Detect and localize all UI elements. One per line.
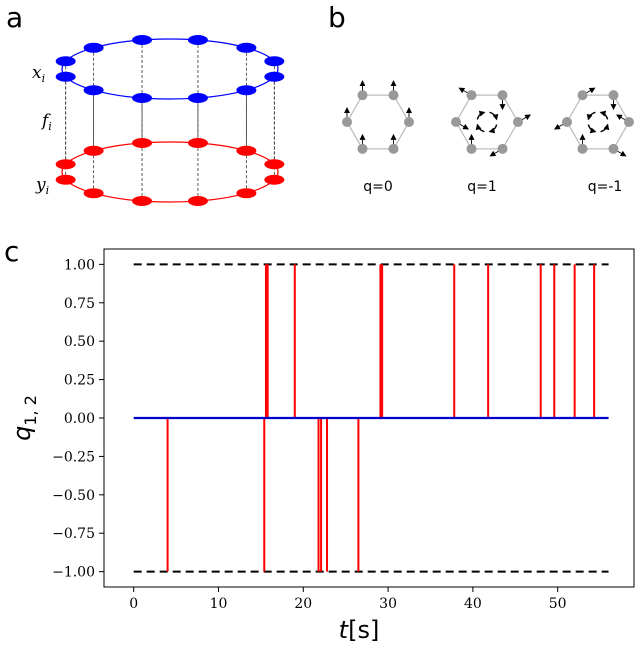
circulation-arc [599, 110, 609, 120]
y-tick-label: 0.75 [64, 296, 95, 312]
x-tick-label: 40 [464, 596, 482, 612]
panel-b-hexagon-diagrams: q=0 q=1 q=-1 [342, 80, 634, 195]
circulation-arc [489, 111, 499, 121]
hexagon-node [577, 90, 588, 101]
x-tick-label: 50 [549, 596, 567, 612]
bottom-node [236, 145, 257, 156]
x-tick-label: 30 [379, 596, 397, 612]
panel-a-ring-diagram: xi fi yi [32, 35, 285, 206]
top-node [132, 35, 153, 46]
bottom-node [55, 174, 76, 185]
top-node [264, 71, 285, 82]
y-tick-label: 0.00 [64, 411, 95, 427]
top-node [187, 35, 208, 46]
hexagon-label: q=0 [363, 179, 393, 195]
top-node [83, 42, 104, 53]
top-node [264, 56, 285, 67]
panel-label-c: c [4, 235, 20, 268]
top-node [55, 56, 76, 67]
circulation-arc [488, 124, 498, 134]
hexagon-node [608, 143, 619, 154]
y-tick-label: −0.75 [52, 526, 95, 542]
bottom-node [55, 159, 76, 170]
circulation-arc [586, 111, 596, 121]
bottom-ring [61, 141, 279, 203]
top-node [132, 92, 153, 103]
circulation-arc [475, 123, 485, 133]
hexagon-node [357, 90, 368, 101]
bottom-node [236, 188, 257, 199]
top-node [236, 85, 257, 96]
bottom-node [264, 174, 285, 185]
x-tick-label: 20 [294, 596, 312, 612]
x-tick-label: 0 [129, 596, 138, 612]
top-node [83, 85, 104, 96]
bottom-node [132, 138, 153, 149]
x-axis-label: t[s] [339, 616, 380, 644]
y-tick-label: 0.50 [64, 334, 95, 350]
y-tick-label: −0.25 [52, 449, 95, 465]
hexagon-node [451, 117, 461, 127]
bottom-node [264, 159, 285, 170]
circulation-arc [476, 110, 486, 120]
bottom-node [83, 145, 104, 156]
hexagon-outline [455, 94, 519, 150]
top-node [55, 71, 76, 82]
top-node [236, 42, 257, 53]
hexagon-node [497, 143, 508, 154]
bottom-node [187, 138, 208, 149]
circulation-arc [587, 124, 597, 134]
y-tick-label: 0.25 [64, 373, 95, 389]
hexagon-node [466, 90, 477, 101]
hexagon-node [388, 90, 399, 101]
hexagon-node [624, 117, 634, 127]
panel-label-a: a [6, 1, 24, 34]
hexagon-label: q=1 [467, 179, 497, 195]
label-y-i: yi [35, 175, 49, 197]
hexagon-outline [346, 94, 410, 150]
label-f-i: fi [40, 111, 52, 133]
hexagon-outline [566, 94, 630, 150]
label-x-i: xi [32, 63, 45, 85]
hexagon-node [466, 143, 477, 154]
panel-c-chart: 0 10 20 30 40 50 1.00 0.75 0.50 0.25 0.00 −0.25 −0.5… [8, 248, 635, 644]
y-tick-label: −0.50 [52, 488, 95, 504]
bottom-node [132, 195, 153, 206]
hexagon-node [497, 90, 508, 101]
y-tick-label: −1.00 [52, 565, 95, 581]
hexagon-label: q=-1 [588, 179, 623, 195]
hexagon-node [357, 143, 368, 154]
y-tick-label: 1.00 [64, 257, 95, 273]
hexagon-node [608, 90, 619, 101]
hexagon-node [577, 143, 588, 154]
circulation-arc [600, 123, 610, 133]
top-ring [61, 38, 279, 100]
x-tick-label: 10 [210, 596, 228, 612]
bottom-node [187, 195, 208, 206]
hexagon-node [562, 117, 572, 127]
top-node [187, 92, 208, 103]
hexagon-node [342, 117, 352, 127]
bottom-node [83, 188, 104, 199]
panel-label-b: b [328, 1, 346, 34]
hexagon-node [513, 117, 523, 127]
hexagon-node [388, 143, 399, 154]
hexagon-node [404, 117, 414, 127]
y-axis-label: q1, 2 [8, 395, 40, 441]
